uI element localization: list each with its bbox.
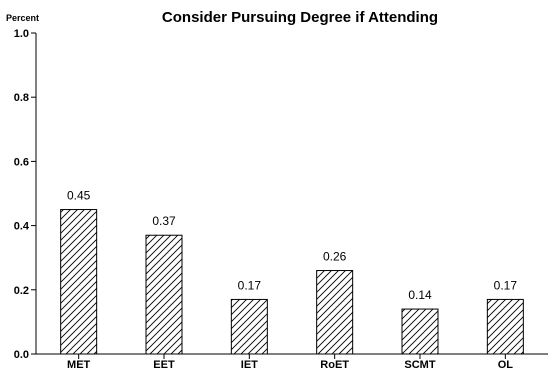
y-tick-label: 1.0 [14, 28, 29, 40]
bar-series: 0.45 0.37 0.17 0.26 0.14 0.17 [60, 189, 524, 355]
x-tick-label: MET [67, 359, 91, 370]
x-tick-label: RoET [320, 359, 349, 370]
bar [401, 308, 439, 355]
bar-data-label: 0.37 [152, 214, 176, 228]
y-tick-label: 0.0 [14, 349, 29, 361]
chart-title: Consider Pursuing Degree if Attending [162, 9, 438, 26]
y-tick-label: 0.8 [14, 92, 29, 104]
x-tick-label: SCMT [404, 359, 435, 370]
bar [145, 234, 183, 355]
y-tick-label: 0.6 [14, 156, 29, 168]
x-tick-label: OL [498, 359, 514, 370]
y-axis-label: Percent [6, 13, 39, 23]
x-axis-ticks: MET EET IET RoET SCMT OL [67, 354, 514, 371]
bar-data-label: 0.14 [408, 288, 432, 302]
bar-data-label: 0.26 [323, 250, 347, 264]
bar-data-label: 0.45 [67, 189, 91, 203]
y-axis-ticks: 0.0 0.2 0.4 0.6 0.8 1.0 [14, 28, 36, 361]
bar [230, 298, 268, 355]
bar-data-label: 0.17 [238, 278, 262, 292]
x-tick-label: IET [241, 359, 258, 370]
y-tick-label: 0.4 [14, 221, 30, 233]
bar [316, 270, 354, 355]
bar-data-label: 0.17 [494, 278, 518, 292]
x-tick-label: EET [153, 359, 175, 370]
bar [60, 209, 98, 355]
bar [486, 298, 524, 355]
y-tick-label: 0.2 [14, 285, 29, 297]
